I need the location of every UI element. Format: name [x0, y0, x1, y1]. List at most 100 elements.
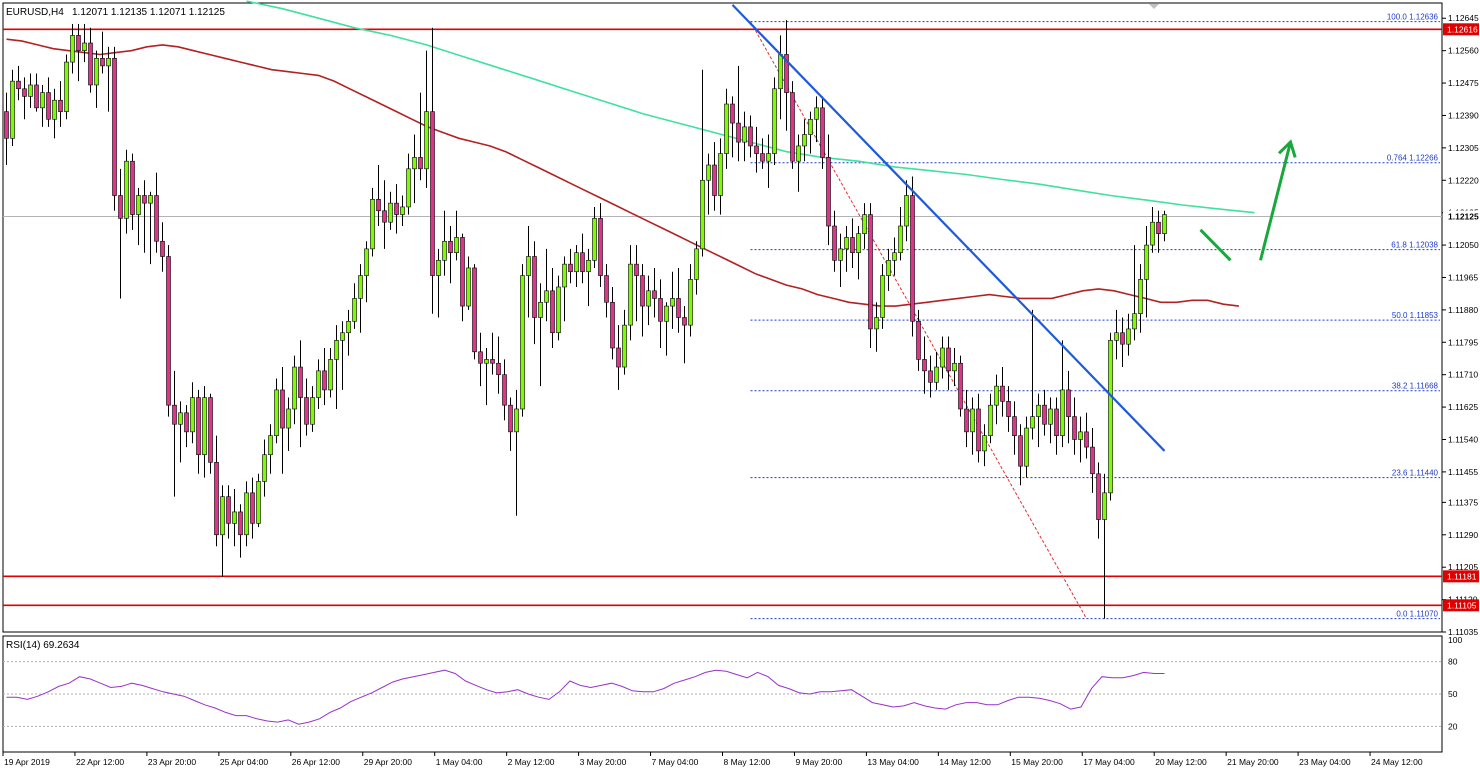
candle: [112, 46, 117, 211]
trendline: [731, 4, 1166, 452]
candle-body: [808, 118, 813, 135]
candle: [400, 195, 405, 227]
candle-body: [904, 195, 909, 227]
candle-body: [946, 347, 951, 372]
candle: [94, 50, 99, 108]
candle: [754, 126, 759, 173]
candle-body: [454, 237, 459, 253]
candle-body: [40, 92, 45, 109]
price-axis-label: 1.11710: [1448, 370, 1478, 380]
candle: [136, 187, 141, 246]
candle: [1150, 206, 1155, 253]
candle-body: [436, 260, 441, 276]
candle: [682, 306, 687, 364]
candle-body: [940, 347, 945, 368]
candle-body: [244, 492, 249, 536]
candle-body: [238, 511, 243, 536]
candle: [436, 248, 441, 318]
candle: [640, 264, 645, 337]
candle: [862, 203, 867, 249]
time-axis-label: 26 Apr 12:00: [292, 757, 340, 767]
candle-body: [814, 107, 819, 120]
candle-body: [844, 237, 849, 250]
candle: [424, 50, 429, 188]
candle-body: [622, 324, 627, 368]
candle: [1072, 397, 1077, 455]
candle: [376, 165, 381, 227]
candle-body: [508, 404, 513, 433]
time-axis-label: 17 May 04:00: [1083, 757, 1135, 767]
candle: [838, 233, 843, 288]
candle-body: [28, 84, 33, 97]
candle-body: [1096, 473, 1101, 520]
candle: [148, 191, 153, 265]
candle-body: [928, 370, 933, 383]
candle: [322, 347, 327, 406]
candle-body: [46, 92, 51, 120]
candle: [1102, 473, 1107, 619]
candle-body: [634, 263, 639, 276]
candle-body: [382, 210, 387, 223]
candle: [124, 149, 129, 234]
candle-body: [1090, 446, 1095, 475]
candle-body: [328, 359, 333, 391]
candle-body: [640, 275, 645, 307]
time-axis-label: 1 May 04:00: [436, 757, 483, 767]
candle-body: [58, 99, 63, 112]
candle: [412, 134, 417, 204]
candle-body: [868, 214, 873, 330]
time-axis-label: 14 May 12:00: [939, 757, 991, 767]
candle-body: [754, 145, 759, 154]
candle-body: [184, 412, 189, 433]
time-axis-label: 22 Apr 12:00: [76, 757, 124, 767]
candle: [526, 226, 531, 318]
candle: [592, 206, 597, 268]
rsi-axis-label: 100: [1448, 635, 1462, 645]
candle: [652, 267, 657, 318]
candle-body: [370, 199, 375, 250]
candle: [268, 424, 273, 474]
candle-body: [1072, 416, 1077, 440]
candle-body: [400, 206, 405, 215]
candle: [544, 248, 549, 322]
candle: [832, 210, 837, 272]
candle-body: [784, 54, 789, 93]
candle-body: [1000, 385, 1005, 402]
rsi-pane[interactable]: 19 Apr 2019 22 Apr 12:00 23 Apr 20:00 25 Ap…: [2, 635, 1462, 767]
candle-body: [1108, 340, 1113, 494]
time-axis-label: 13 May 04:00: [867, 757, 919, 767]
main-pane[interactable]: 1.12645 1.12560 1.12475 1.12390 1.12305 1.122…: [2, 0, 1479, 637]
candle-body: [220, 496, 225, 536]
candle: [1144, 226, 1149, 318]
candle-body: [838, 248, 843, 261]
candle-body: [136, 195, 141, 215]
candle: [334, 325, 339, 409]
candle: [664, 302, 669, 356]
candle-body: [544, 290, 549, 303]
candle-body: [1066, 389, 1071, 417]
candle: [874, 302, 879, 352]
candle: [646, 275, 651, 326]
candle: [118, 168, 123, 299]
candle: [598, 203, 603, 288]
candle: [172, 370, 177, 497]
candle: [868, 203, 873, 348]
chart-shift-marker-icon[interactable]: [1149, 4, 1159, 9]
candle: [952, 347, 957, 387]
candle: [910, 176, 915, 337]
symbol-label: EURUSD,H4: [6, 7, 64, 18]
fibonacci-level-label: 0.0 1.11070: [1396, 610, 1438, 619]
candle: [232, 489, 237, 547]
candle-body: [706, 164, 711, 181]
candle-body: [700, 179, 705, 250]
candle-body: [1162, 214, 1167, 234]
candle: [4, 92, 9, 166]
candle: [520, 264, 525, 417]
candle-body: [748, 126, 753, 147]
candle-body: [970, 408, 975, 433]
price-axis-label: 1.12390: [1448, 110, 1479, 120]
candle: [370, 187, 375, 257]
candle: [880, 264, 885, 329]
candle-body: [880, 275, 885, 318]
candle-body: [982, 435, 987, 452]
